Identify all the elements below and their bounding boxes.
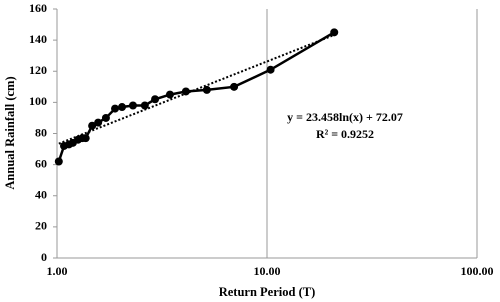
trendline — [58, 33, 335, 145]
y-tick-label: 40 — [35, 188, 47, 202]
data-point — [165, 90, 174, 99]
data-point — [111, 104, 120, 113]
x-tick-label: 10.00 — [254, 264, 281, 278]
data-point — [266, 65, 275, 74]
data-point — [140, 101, 149, 110]
data-point — [81, 134, 90, 143]
y-tick-label: 60 — [35, 156, 47, 170]
y-tick-label: 0 — [41, 250, 47, 264]
x-tick-label: 100.00 — [461, 264, 494, 278]
y-axis-title: Annual Rainfall (cm) — [3, 76, 17, 189]
data-point — [101, 113, 110, 122]
data-point — [330, 28, 339, 37]
y-tick-label: 20 — [35, 219, 47, 233]
x-tick-label: 1.00 — [47, 264, 68, 278]
data-point — [54, 157, 63, 166]
data-point — [181, 87, 190, 96]
x-axis-title: Return Period (T) — [219, 285, 316, 299]
y-tick-label: 120 — [29, 63, 47, 77]
data-point — [118, 103, 127, 112]
data-point — [88, 121, 97, 130]
y-tick-label: 140 — [29, 32, 47, 46]
data-point — [94, 118, 103, 127]
r-squared: R² = 0.9252 — [316, 127, 374, 141]
data-point — [128, 101, 137, 110]
equation: y = 23.458ln(x) + 72.07 — [287, 110, 403, 124]
data-point — [151, 95, 160, 104]
y-tick-label: 100 — [29, 94, 47, 108]
data-line — [57, 31, 335, 162]
y-tick-label: 80 — [35, 125, 47, 139]
data-point — [230, 82, 239, 91]
y-tick-label: 160 — [29, 1, 47, 15]
data-point — [202, 85, 211, 94]
